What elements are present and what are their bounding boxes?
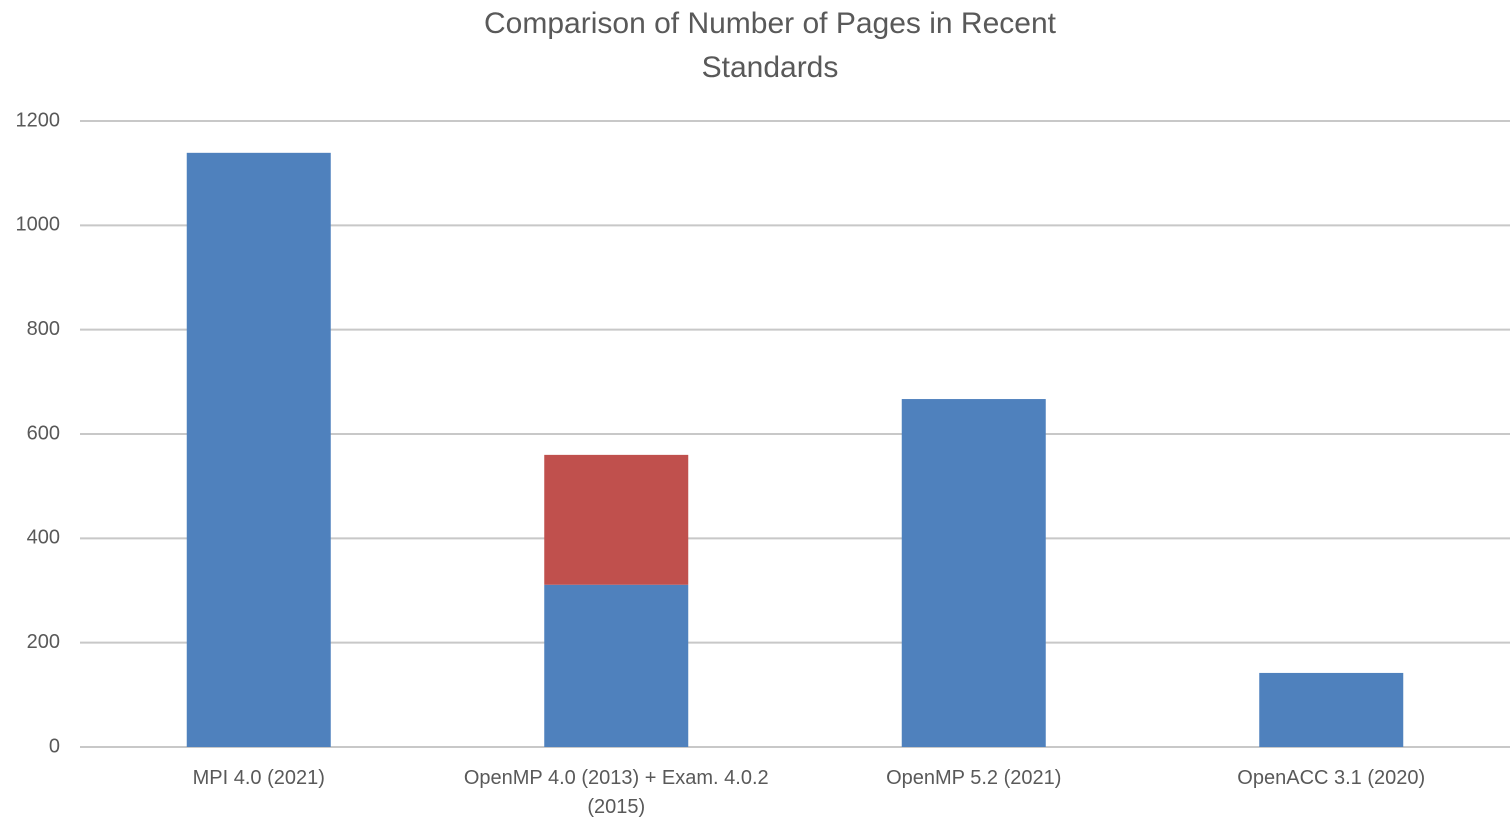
x-tick-label: OpenMP 4.0 (2013) + Exam. 4.0.2 (2015) [463,767,769,818]
y-tick-label: 1200 [16,109,61,131]
y-tick-label: 0 [49,735,60,757]
y-tick-label: 1000 [16,214,61,236]
chart-title: Comparison of Number of Pages in Recent … [484,7,1056,84]
x-tick-label: OpenMP 5.2 (2021) [886,767,1062,789]
bar-segment [544,454,689,585]
y-tick-label: 200 [27,631,60,653]
bar-segment [1259,672,1404,747]
y-tick-label: 400 [27,527,60,549]
bar-segment [544,584,689,747]
bar-segment [901,399,1046,747]
y-tick-label: 600 [27,422,60,444]
x-tick-label: OpenACC 3.1 (2020) [1237,767,1426,789]
bar-segment [186,152,331,748]
y-tick-label: 800 [27,318,60,340]
x-tick-label: MPI 4.0 (2021) [192,767,325,789]
